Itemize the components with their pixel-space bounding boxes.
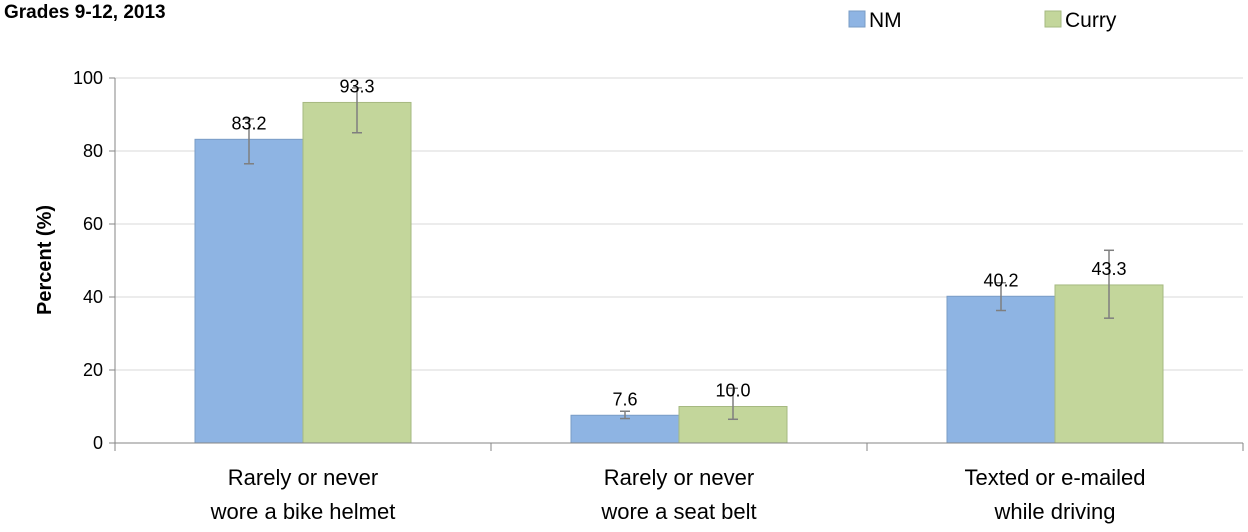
y-tick-label: 20 bbox=[83, 360, 103, 380]
y-axis-ticks: 0 20 40 60 80 100 bbox=[73, 68, 115, 453]
bar-curry bbox=[302, 101, 412, 444]
data-labels: 83.2 93.3 7.6 10.0 40.2 43.3 bbox=[231, 76, 1126, 409]
data-label: 10.0 bbox=[715, 381, 750, 401]
category-labels: Rarely or never wore a bike helmet Rarely … bbox=[210, 465, 1146, 524]
data-label: 83.2 bbox=[231, 113, 266, 133]
legend: NM Curry bbox=[848, 9, 1117, 32]
x-axis bbox=[114, 78, 1244, 451]
category-label: wore a seat belt bbox=[600, 499, 756, 524]
bars bbox=[194, 101, 1164, 444]
data-label: 93.3 bbox=[339, 76, 374, 96]
category-label: while driving bbox=[993, 499, 1115, 524]
category-label: Rarely or never bbox=[604, 465, 754, 490]
y-axis-label: Percent (%) bbox=[34, 205, 56, 315]
legend-swatch-nm bbox=[848, 10, 866, 28]
y-tick-label: 80 bbox=[83, 141, 103, 161]
legend-swatch-curry bbox=[1044, 10, 1062, 28]
y-tick-label: 40 bbox=[83, 287, 103, 307]
legend-label-curry: Curry bbox=[1065, 9, 1117, 32]
y-tick-label: 60 bbox=[83, 214, 103, 234]
bar-nm bbox=[194, 138, 304, 444]
category-label: Texted or e-mailed bbox=[965, 465, 1146, 490]
chart-title: Grades 9-12, 2013 bbox=[4, 2, 166, 23]
category-label: wore a bike helmet bbox=[210, 499, 396, 524]
bar-nm bbox=[946, 295, 1056, 444]
category-label: Rarely or never bbox=[228, 465, 378, 490]
data-label: 40.2 bbox=[983, 270, 1018, 290]
y-tick-label: 0 bbox=[93, 433, 103, 453]
y-tick-label: 100 bbox=[73, 68, 103, 88]
legend-label-nm: NM bbox=[869, 9, 902, 32]
data-label: 43.3 bbox=[1091, 259, 1126, 279]
bar-nm bbox=[570, 414, 680, 444]
data-label: 7.6 bbox=[612, 389, 637, 409]
error-bars bbox=[244, 87, 1114, 421]
